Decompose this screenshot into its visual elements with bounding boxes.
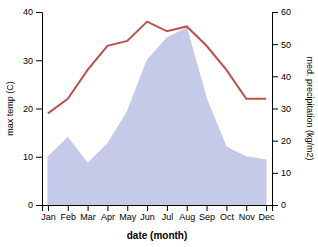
y-tick-mark <box>36 157 42 158</box>
y-tick-mark <box>36 109 42 110</box>
x-tick-mark <box>226 205 227 211</box>
x-tick-label: Jul <box>162 212 174 222</box>
y-axis-line <box>36 13 43 206</box>
x-tick-label: Apr <box>101 212 115 222</box>
x-tick: Jun <box>140 205 155 222</box>
x-tick: Aug <box>179 205 195 222</box>
x-tick-label: Feb <box>61 212 77 222</box>
y-tick: 0 <box>28 200 42 210</box>
y-tick-mark <box>36 60 42 61</box>
x-tick-mark <box>187 205 188 211</box>
x-tick: Feb <box>61 205 77 222</box>
y2-tick-label: 60 <box>281 7 291 17</box>
y2-tick: 10 <box>272 168 291 178</box>
y-tick-label: 0 <box>28 200 33 210</box>
plot: Jan FebMar Apr MayJun Jul Aug Sep Oct NovDec 0 10 2… <box>23 7 291 222</box>
x-tick: Sep <box>199 205 215 222</box>
y2-tick-label: 50 <box>281 40 291 50</box>
x-tick-mark <box>48 205 49 211</box>
y-tick-label: 20 <box>23 104 33 114</box>
x-tick-label: Nov <box>239 212 256 222</box>
x-tick-mark <box>246 205 247 211</box>
precipitation-area <box>48 28 266 205</box>
x-tick-label: Mar <box>80 212 96 222</box>
temperature-line <box>48 22 266 114</box>
y2-tick-mark <box>272 76 278 77</box>
y2-tick-label: 10 <box>281 168 291 178</box>
x-tick: Mar <box>80 205 96 222</box>
x-tick-label: Jan <box>41 212 56 222</box>
x-tick-mark <box>107 205 108 211</box>
y2-axis: 0 10 20 30 40 50 60 <box>272 7 291 210</box>
y2-tick-label: 30 <box>281 104 291 114</box>
x-tick: Nov <box>239 205 256 222</box>
x-axis-line <box>43 206 273 212</box>
y2-tick-mark <box>272 12 278 13</box>
x-tick: Oct <box>220 205 235 222</box>
x-tick-label: Dec <box>259 212 276 222</box>
y2-tick: 40 <box>272 72 291 82</box>
y-tick: 10 <box>23 152 42 162</box>
y2-tick-mark <box>272 205 278 206</box>
y-axis: 0 10 20 30 40 <box>23 7 43 210</box>
y-tick-label: 40 <box>23 7 33 17</box>
y2-tick-mark <box>272 109 278 110</box>
y2-tick-mark <box>272 44 278 45</box>
x-tick: Apr <box>101 205 115 222</box>
y2-tick: 20 <box>272 136 291 146</box>
y2-tick-mark <box>272 173 278 174</box>
y2-tick-label: 20 <box>281 136 291 146</box>
y2-tick-mark <box>272 141 278 142</box>
x-tick: May <box>119 205 137 222</box>
y2-tick: 50 <box>272 40 291 50</box>
y2-tick: 0 <box>272 200 286 210</box>
y2-axis-line <box>273 13 279 206</box>
x-tick-label: Aug <box>179 212 195 222</box>
chart: Jan FebMar Apr MayJun Jul Aug Sep Oct NovDec 0 10 2… <box>0 0 318 247</box>
y-tick: 20 <box>23 104 42 114</box>
y2-tick-label: 40 <box>281 72 291 82</box>
y2-tick-label: 0 <box>281 200 286 210</box>
x-tick-mark <box>167 205 168 211</box>
x-tick-mark <box>127 205 128 211</box>
x-axis-title: date (month) <box>127 230 188 241</box>
y2-tick: 60 <box>272 7 291 17</box>
y-tick-mark <box>36 205 42 206</box>
x-tick-mark <box>207 205 208 211</box>
y-tick: 30 <box>23 56 42 66</box>
x-tick-mark <box>266 205 267 211</box>
x-tick-mark <box>147 205 148 211</box>
x-tick-mark <box>88 205 89 211</box>
x-tick: Dec <box>259 205 276 222</box>
x-axis: Jan FebMar Apr MayJun Jul Aug Sep Oct NovDec <box>41 205 275 222</box>
x-tick-mark <box>68 205 69 211</box>
marks <box>48 22 266 205</box>
y-tick-label: 10 <box>23 152 33 162</box>
y-axis-title: max temp (C) <box>5 81 15 136</box>
y-tick: 40 <box>23 7 42 17</box>
x-tick-label: May <box>119 212 137 222</box>
x-tick-label: Jun <box>140 212 155 222</box>
x-tick: Jul <box>162 205 174 222</box>
y-tick-label: 30 <box>23 56 33 66</box>
x-tick-label: Sep <box>199 212 215 222</box>
y-tick-mark <box>36 12 42 13</box>
y2-axis-title: med. precipitation (kg/m2) <box>305 56 315 160</box>
y2-tick: 30 <box>272 104 291 114</box>
x-tick: Jan <box>41 205 56 222</box>
x-tick-label: Oct <box>220 212 235 222</box>
